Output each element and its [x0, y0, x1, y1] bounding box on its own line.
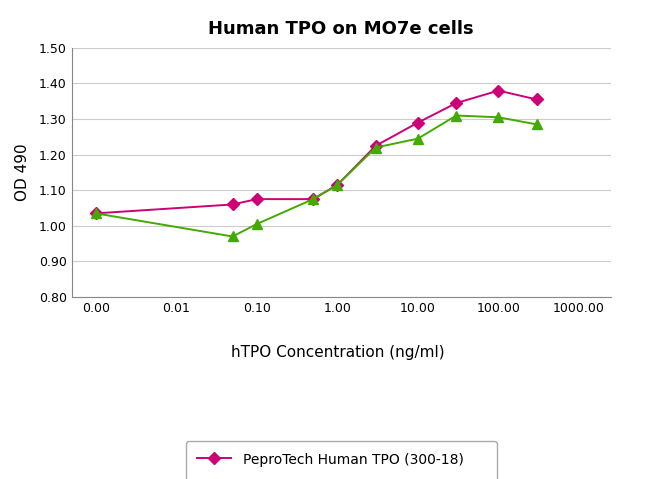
PeproTech Human TPO (300-18) — [372, 143, 380, 148]
PeproTech Human TPO (300-18) — [333, 182, 341, 188]
PeproTech Human TPO (300-18) — [92, 210, 99, 216]
PeproTech Human TPO (300-18) — [414, 120, 422, 125]
PeproTech Human TPO (AF-300-18) — [452, 113, 460, 118]
PeproTech Human TPO (AF-300-18) — [309, 196, 317, 202]
Line: PeproTech Human TPO (AF-300-18): PeproTech Human TPO (AF-300-18) — [91, 111, 541, 241]
Y-axis label: OD 490: OD 490 — [16, 144, 31, 201]
PeproTech Human TPO (300-18) — [229, 202, 237, 207]
Title: Human TPO on MO7e cells: Human TPO on MO7e cells — [209, 20, 474, 38]
PeproTech Human TPO (300-18) — [452, 100, 460, 106]
PeproTech Human TPO (AF-300-18) — [92, 210, 99, 216]
PeproTech Human TPO (300-18) — [309, 196, 317, 202]
PeproTech Human TPO (300-18) — [253, 196, 261, 202]
PeproTech Human TPO (AF-300-18) — [533, 122, 541, 127]
Line: PeproTech Human TPO (300-18): PeproTech Human TPO (300-18) — [92, 86, 541, 217]
PeproTech Human TPO (300-18) — [533, 97, 541, 103]
Legend: PeproTech Human TPO (300-18), PeproTech Human TPO (AF-300-18): PeproTech Human TPO (300-18), PeproTech … — [186, 441, 497, 479]
PeproTech Human TPO (AF-300-18) — [229, 234, 237, 240]
PeproTech Human TPO (300-18) — [495, 88, 502, 93]
PeproTech Human TPO (AF-300-18) — [372, 145, 380, 150]
PeproTech Human TPO (AF-300-18) — [495, 114, 502, 120]
Text: hTPO Concentration (ng/ml): hTPO Concentration (ng/ml) — [231, 344, 445, 360]
PeproTech Human TPO (AF-300-18) — [414, 136, 422, 141]
PeproTech Human TPO (AF-300-18) — [333, 182, 341, 188]
PeproTech Human TPO (AF-300-18) — [253, 221, 261, 227]
